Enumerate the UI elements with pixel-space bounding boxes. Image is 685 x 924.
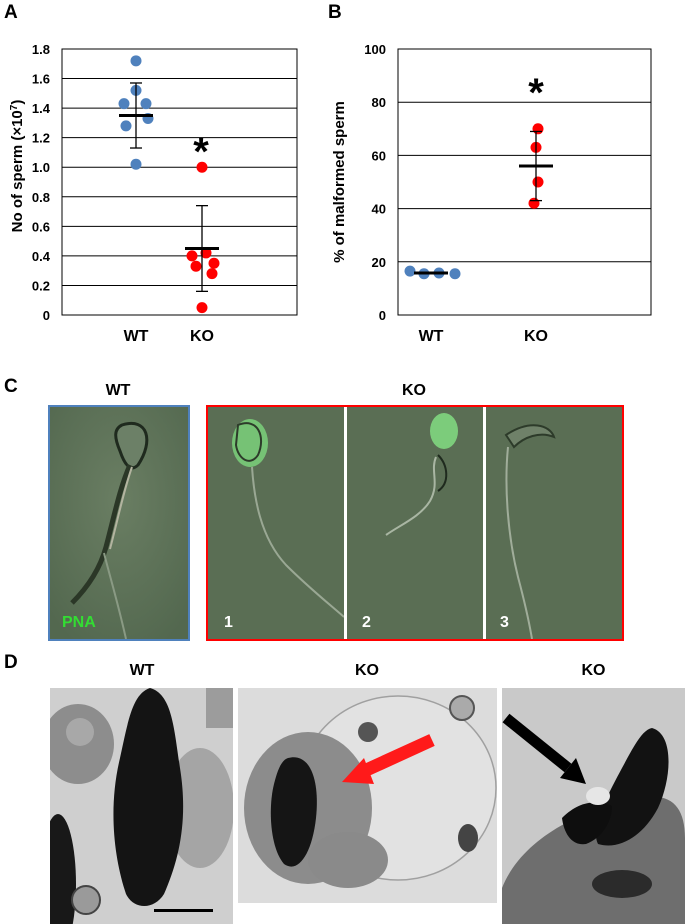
chart-a-ylabel-main: No of sperm ( [9, 136, 26, 233]
chartB-point-wt [449, 268, 461, 280]
panel-d-ko-image-2 [502, 688, 685, 924]
tem-wt-drawing [50, 688, 233, 924]
chartB-tick-label: 100 [364, 42, 386, 57]
chartB-point-ko [532, 123, 544, 135]
panel-d-ko-label-2: KO [581, 662, 606, 679]
chartA-point-ko [206, 268, 218, 280]
chartA-point-wt [130, 158, 142, 170]
chart-b-category-ko: KO [524, 328, 548, 345]
chart-a-marks [118, 55, 220, 314]
chartA-tick-label: 1.0 [32, 160, 50, 175]
chartB-tick-label: 0 [379, 308, 386, 323]
panel-d-ko-image-1 [238, 688, 497, 903]
chart-a-category-ko: KO [190, 328, 214, 345]
panel-c-wt-image: PNA [48, 405, 190, 641]
chartA-point-ko [190, 260, 202, 272]
chart-a-ylabel-exp: 7 [9, 104, 20, 110]
panel-letter-a: A [4, 2, 18, 23]
chartA-tick-label: 0 [43, 308, 50, 323]
chartA-point-wt [120, 120, 132, 132]
chart-a: 0 0.2 0.4 0.6 0.8 1.0 1.2 1.4 1.6 1.8 WT KO * No … [9, 42, 298, 345]
chart-b-category-wt: WT [419, 328, 444, 345]
chartB-tick-label: 80 [372, 95, 386, 110]
tem-ko-drawing-1 [238, 688, 497, 903]
chartB-tick-label: 60 [372, 148, 386, 163]
red-arrow-icon [342, 734, 435, 784]
chart-b-grid [398, 48, 651, 263]
chart-b-ylabel: % of malformed sperm [331, 101, 348, 263]
chartA-point-wt [130, 55, 142, 67]
chartA-point-ko [196, 302, 208, 314]
chart-b-significance: * [528, 71, 544, 115]
pna-stain-label: PNA [62, 614, 96, 631]
chartB-point-wt [404, 265, 416, 277]
chart-a-ylabel: No of sperm (×107) [9, 100, 27, 233]
chart-a-ylabel-unit: ×10 [9, 110, 26, 135]
panel-d-wt-image [50, 688, 233, 924]
chart-b-frame [397, 48, 652, 316]
panel-letter-b: B [328, 2, 342, 23]
chart-b-tick-labels: 0 20 40 60 80 100 [364, 42, 386, 323]
chartA-tick-label: 1.6 [32, 72, 50, 87]
chartA-tick-label: 0.2 [32, 278, 50, 293]
panel-c-ko-image: 1 2 3 [206, 405, 624, 641]
chartB-point-ko [528, 197, 540, 209]
chartA-point-wt [118, 98, 130, 110]
ko-image-number-3: 3 [500, 614, 509, 631]
wt-sperm-drawing [50, 407, 188, 639]
ko-image-number-1: 1 [224, 614, 233, 631]
chart-a-significance: * [193, 130, 209, 174]
chart-a-tick-labels: 0 0.2 0.4 0.6 0.8 1.0 1.2 1.4 1.6 1.8 [32, 42, 51, 323]
chart-b-marks [404, 123, 553, 280]
chart-a-grid [62, 48, 297, 286]
chartA-tick-label: 1.2 [32, 131, 50, 146]
chartA-point-ko [200, 247, 212, 259]
chartA-tick-label: 1.8 [32, 42, 50, 57]
panel-d-wt-label: WT [129, 662, 155, 679]
panel-letter-d: D [4, 652, 18, 673]
chartA-point-ko [208, 257, 220, 269]
chartA-tick-label: 1.4 [32, 101, 51, 116]
panel-c-wt-label: WT [105, 382, 131, 399]
chart-a-ylabel-close: ) [9, 100, 26, 105]
chartA-tick-label: 0.4 [32, 249, 51, 264]
ko-sperm-drawing [208, 407, 622, 639]
chartA-point-ko [196, 161, 208, 173]
chartA-point-wt [140, 98, 152, 110]
chartA-tick-label: 0.6 [32, 219, 50, 234]
chartA-tick-label: 0.8 [32, 190, 50, 205]
panel-letter-c: C [4, 376, 18, 397]
panel-c-ko-label: KO [402, 382, 426, 399]
black-arrow-icon [502, 713, 586, 784]
chartB-tick-label: 40 [372, 202, 386, 217]
chartB-point-ko [532, 176, 544, 188]
ko-image-number-2: 2 [362, 614, 371, 631]
chart-b: 0 20 40 60 80 100 WT KO * % of malformed sper… [331, 42, 652, 345]
chart-a-frame [61, 48, 298, 316]
chartA-point-ko [186, 250, 198, 262]
chart-a-category-wt: WT [124, 328, 149, 345]
chartB-tick-label: 20 [372, 255, 386, 270]
tem-ko-drawing-2 [502, 688, 685, 924]
panel-d-ko-label-1: KO [355, 662, 379, 679]
scale-bar [154, 909, 213, 912]
